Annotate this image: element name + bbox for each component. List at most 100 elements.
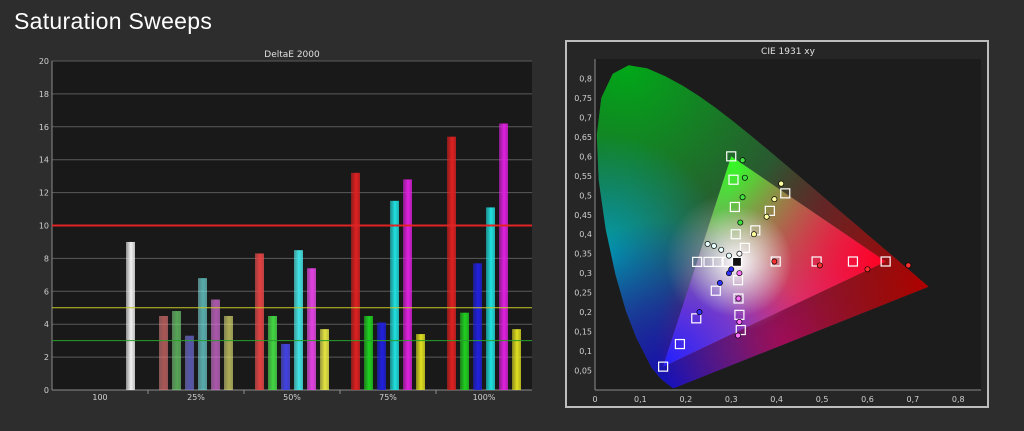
bar-highlight <box>320 329 329 390</box>
y-tick-label: 16 <box>39 123 49 132</box>
cie-x-tick-label: 0,6 <box>861 395 874 404</box>
bar-highlight <box>211 299 220 390</box>
measured-point <box>750 231 757 238</box>
measured-point <box>726 252 732 259</box>
bar-highlight <box>172 311 181 390</box>
y-tick-label: 20 <box>39 57 49 66</box>
cie-chart-panel: CIE 1931 xy 0,05 0,1 0,15 0,2 0,25 0,3 0,35 0,4 0… <box>565 40 989 408</box>
target-square <box>733 293 744 304</box>
measured-point <box>711 242 717 249</box>
bar <box>351 172 360 390</box>
measured-point <box>763 213 770 220</box>
target-square <box>712 256 723 267</box>
bar <box>364 315 373 390</box>
measured-point <box>736 250 743 257</box>
cie-x-tick-label: 0 <box>592 395 597 404</box>
measured-point <box>816 262 823 269</box>
target-square <box>847 256 859 267</box>
x-tick-label: 50% <box>283 393 301 402</box>
bar <box>281 343 290 390</box>
bar <box>390 200 399 390</box>
cie-y-tick-label: 0,25 <box>574 289 592 298</box>
bar-highlight <box>224 315 233 390</box>
y-tick-label: 0 <box>44 386 49 395</box>
target-square <box>692 256 703 267</box>
cie-y-tick-label: 0,8 <box>579 74 592 83</box>
measured-point <box>864 266 871 273</box>
cie-y-tick-label: 0,35 <box>574 250 592 259</box>
cie-y-tick-label: 0,7 <box>579 113 592 122</box>
bar-highlight <box>307 268 316 390</box>
page-title: Saturation Sweeps <box>14 8 213 34</box>
bar <box>159 315 168 390</box>
measured-point <box>735 332 741 339</box>
measured-point <box>771 258 778 265</box>
cie-y-tick-label: 0,2 <box>579 308 592 317</box>
bar <box>416 334 425 390</box>
cie-y-tick-label: 0,15 <box>574 328 592 337</box>
y-tick-label: 8 <box>44 254 49 263</box>
measured-point <box>736 270 743 277</box>
bar <box>473 263 482 390</box>
target-square <box>764 205 775 216</box>
cie-chart: CIE 1931 xy 0,05 0,1 0,15 0,2 0,25 0,3 0,35 0,4 0… <box>567 42 987 406</box>
y-tick-label: 14 <box>39 156 49 165</box>
cie-y-tick-label: 0,5 <box>579 191 592 200</box>
bar <box>320 329 329 390</box>
cie-x-tick-label: 0,2 <box>679 395 692 404</box>
bar-highlight <box>294 250 303 390</box>
cie-title: CIE 1931 xy <box>761 47 816 57</box>
bar <box>307 268 316 390</box>
cie-x-tick-label: 0,5 <box>816 395 829 404</box>
y-tick-label: 12 <box>39 189 49 198</box>
measured-point <box>771 196 778 203</box>
target-square <box>739 242 750 253</box>
y-tick-label: 2 <box>44 353 49 362</box>
x-tick-label: 75% <box>379 393 397 402</box>
bar <box>512 329 521 390</box>
target-square <box>728 174 739 185</box>
bar <box>198 278 207 390</box>
measured-point <box>736 318 743 325</box>
target-square <box>726 151 737 162</box>
bar <box>255 253 264 390</box>
measured-point <box>735 295 742 302</box>
bar-highlight <box>198 278 207 390</box>
cie-y-tick-label: 0,4 <box>579 230 592 239</box>
bar <box>268 315 277 390</box>
measured-point <box>696 309 703 316</box>
deltae-bar-chart: DeltaE 2000 0 2 4 6 8 10 12 14 16 18 20 100 25% 50% 75%… <box>39 50 532 402</box>
measured-point <box>704 241 711 247</box>
cie-x-tick-label: 0,3 <box>725 395 738 404</box>
bar <box>486 207 495 390</box>
cie-x-tick-label: 0,4 <box>770 395 783 404</box>
measured-point <box>739 157 746 164</box>
cie-x-tick-label: 0,8 <box>952 395 965 404</box>
bar-highlight <box>281 343 290 390</box>
chart-title: DeltaE 2000 <box>264 50 320 60</box>
measured-point <box>728 266 735 273</box>
cie-y-tick-label: 0,55 <box>574 172 592 181</box>
target-square <box>674 338 686 350</box>
bar <box>499 123 508 390</box>
measured-point <box>739 194 746 201</box>
bar-highlight <box>255 253 264 390</box>
target-square <box>731 256 743 267</box>
bar-highlight <box>159 315 168 390</box>
bar <box>185 335 194 390</box>
cie-y-tick-label: 0,6 <box>579 152 592 161</box>
target-square <box>880 256 891 267</box>
measured-point <box>718 246 725 253</box>
target-square <box>710 285 721 296</box>
target-square <box>691 313 702 324</box>
y-tick-label: 10 <box>39 222 49 231</box>
bar-highlight <box>268 315 277 390</box>
target-square <box>658 361 669 372</box>
cie-y-tick-label: 0,05 <box>574 367 592 376</box>
measured-point <box>905 262 912 269</box>
bar <box>172 311 181 390</box>
target-square <box>729 201 740 213</box>
cie-y-tick-label: 0,75 <box>574 94 592 103</box>
bar <box>403 179 412 390</box>
x-tick-label: 25% <box>187 393 205 402</box>
